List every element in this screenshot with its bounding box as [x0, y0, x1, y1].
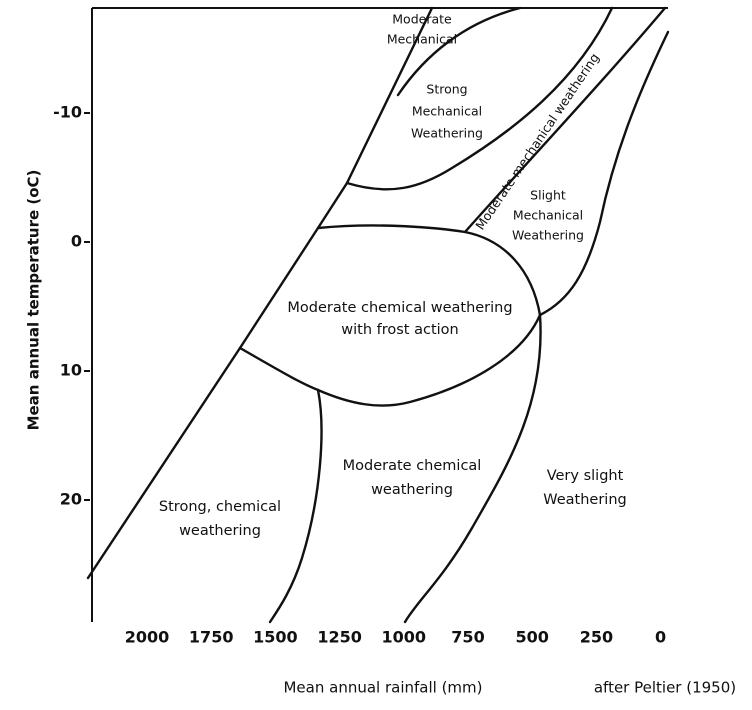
- y-tick-label: -10: [53, 103, 82, 122]
- region-label: Moderate chemical weathering: [343, 458, 482, 498]
- region-text: Moderate chemical weathering: [287, 300, 512, 316]
- x-tick-label: 250: [580, 628, 613, 647]
- region-label: Slight Mechanical Weathering: [512, 188, 584, 243]
- region-label: Moderate chemical weathering with frost a…: [287, 300, 512, 338]
- region-text: Moderate: [392, 12, 452, 27]
- x-tick-label: 1500: [253, 628, 298, 647]
- boundary: [238, 313, 542, 407]
- x-tick-label: 500: [515, 628, 548, 647]
- x-tick-label: 2000: [125, 628, 170, 647]
- boundary: [403, 313, 542, 624]
- region-text: Mechanical: [412, 104, 482, 119]
- x-tick-label: 1250: [317, 628, 362, 647]
- region-text: Weathering: [411, 126, 483, 141]
- boundary: [396, 6, 522, 97]
- boundaries: [86, 6, 670, 624]
- y-tick-label: 0: [71, 232, 82, 251]
- region-text: weathering: [371, 482, 453, 498]
- region-text: Mechanical: [513, 208, 583, 223]
- region-text: Strong, chemical: [159, 499, 281, 515]
- boundary: [538, 30, 670, 317]
- region-text: with frost action: [341, 322, 458, 338]
- region-text: Moderate chemical: [343, 458, 482, 474]
- boundary: [268, 388, 323, 624]
- region-text: Weathering: [512, 228, 584, 243]
- frame: [91, 7, 668, 622]
- region-text: weathering: [179, 523, 261, 539]
- region-text: Mechanical: [387, 32, 457, 47]
- boundary: [463, 6, 667, 234]
- boundary: [316, 224, 542, 317]
- x-tick-label: 1750: [189, 628, 234, 647]
- y-tick-label: 20: [60, 490, 82, 509]
- region-text: Very slight: [547, 468, 624, 484]
- x-tick-label: 750: [451, 628, 484, 647]
- region-label: Moderate Mechanical: [387, 12, 457, 47]
- boundary: [345, 6, 614, 191]
- region-label: Strong Mechanical Weathering: [411, 82, 483, 141]
- region-text: Weathering: [543, 492, 626, 508]
- region-label: Strong, chemical weathering: [159, 499, 281, 539]
- x-tick-label: 0: [655, 628, 666, 647]
- x-tick-label: 1000: [382, 628, 427, 647]
- region-text: Slight: [530, 188, 566, 203]
- x-axis-label: Mean annual rainfall (mm): [283, 679, 482, 697]
- region-text: Strong: [426, 82, 467, 97]
- y-tick-label: 10: [60, 361, 82, 380]
- region-label: Very slight Weathering: [543, 468, 626, 508]
- credit: after Peltier (1950): [594, 679, 736, 697]
- y-axis-label: Mean annual temperature (oC): [25, 170, 43, 431]
